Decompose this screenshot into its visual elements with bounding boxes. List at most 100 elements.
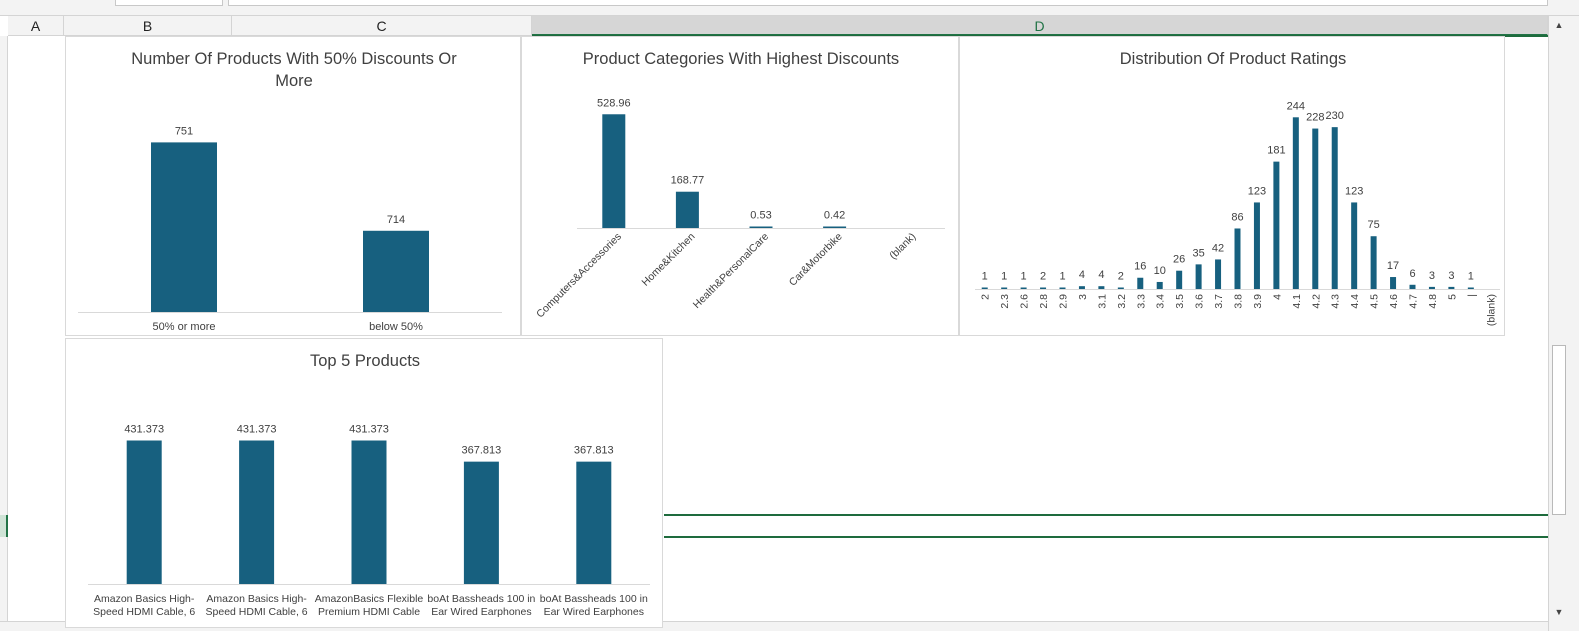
data-label: 244 [1287, 100, 1305, 112]
chart-title: Product Categories With Highest Discount… [582, 50, 900, 68]
chart-plot: 528.96 Computers&Accessories 168.77 Home&Ki… [534, 97, 945, 321]
category-label: 5 [1446, 294, 1458, 300]
data-label: 86 [1231, 211, 1243, 223]
data-label: 0.42 [824, 210, 845, 222]
bar [981, 287, 988, 289]
bar [675, 191, 699, 228]
data-label: 16 [1134, 261, 1146, 273]
column-header-d[interactable]: D [532, 16, 1548, 36]
category-label: 50% or more [153, 321, 216, 333]
chart-title: Top 5 Products [309, 352, 421, 370]
bar [1195, 264, 1202, 289]
chart-plot: 431.373 Amazon Basics High-Speed HDMI Cab… [88, 424, 650, 618]
bar [1448, 286, 1455, 289]
data-label: 714 [387, 214, 405, 226]
category-label: 4.4 [1349, 294, 1361, 309]
bar [1351, 202, 1358, 289]
category-label: 3.8 [1233, 294, 1245, 309]
data-label: 3 [1448, 270, 1454, 282]
category-label: 3.2 [1116, 294, 1128, 309]
category-label: 3.6 [1194, 294, 1206, 309]
data-label: 2 [1118, 271, 1124, 283]
bar [1331, 127, 1338, 289]
category-label: 3.1 [1096, 294, 1108, 309]
chart-top5[interactable]: Top 5 Products 431.373 Amazon Basics High… [65, 338, 663, 628]
formula-input-edge[interactable] [228, 0, 1548, 6]
bar [1292, 117, 1299, 289]
selected-cell-border-lower [664, 536, 1548, 538]
category-label: Computers&Accessories [534, 231, 624, 321]
data-label: 26 [1173, 254, 1185, 266]
row-headers[interactable] [0, 36, 8, 622]
bar [1234, 228, 1241, 289]
category-label: below 50% [369, 321, 423, 333]
bar [1273, 161, 1280, 289]
data-label: 1 [1468, 271, 1474, 283]
category-label: 4.3 [1330, 294, 1342, 309]
chart-ratings[interactable]: Distribution Of Product Ratings 1 2 1 2.3 1 2… [959, 36, 1505, 336]
category-label: 4.7 [1408, 294, 1420, 309]
bar [1253, 202, 1260, 289]
chart-plot: 751 50% or more 714 below 50% [78, 125, 502, 333]
category-label: 3.7 [1213, 294, 1225, 309]
vertical-scrollbar[interactable] [1548, 16, 1579, 631]
bar [1176, 270, 1183, 289]
category-label: 2.8 [1038, 294, 1050, 309]
column-header-a[interactable]: A [8, 16, 64, 36]
scroll-down-arrow-icon[interactable]: ▼ [1554, 607, 1564, 617]
vertical-scroll-thumb[interactable] [1552, 345, 1566, 515]
bar [1409, 284, 1416, 289]
category-label: | [1466, 294, 1478, 297]
data-label: 10 [1154, 265, 1166, 277]
bar [363, 230, 429, 312]
chart-discount-50[interactable]: Number Of Products With 50% Discounts Or… [65, 36, 521, 336]
bar [351, 440, 387, 584]
bar [1059, 287, 1066, 289]
data-label: 6 [1409, 268, 1415, 280]
data-label: 75 [1367, 219, 1379, 231]
data-label: 123 [1248, 185, 1266, 197]
chart-plot: 1212.312.622.812.94343.123.2163.3103.426… [975, 100, 1500, 326]
data-label: 0.53 [750, 210, 771, 222]
horizontal-scrollbar[interactable] [0, 621, 1548, 631]
data-label: 3 [1429, 270, 1435, 282]
chart-title-line-2: More [275, 72, 313, 90]
column-header-b[interactable]: B [64, 16, 232, 36]
bar [151, 142, 217, 312]
chart-title-line-1: Number Of Products With 50% Discounts Or [131, 50, 457, 68]
category-label: 2.6 [1019, 294, 1031, 309]
bar [1467, 287, 1474, 289]
category-label: 3.3 [1135, 294, 1147, 309]
scroll-up-arrow-icon[interactable]: ▲ [1554, 20, 1564, 30]
category-label: 2.3 [999, 294, 1011, 309]
bar [1390, 277, 1397, 289]
category-label: 4.8 [1427, 294, 1439, 309]
data-label: 367.813 [574, 445, 614, 457]
data-label: 35 [1192, 247, 1204, 259]
category-label: 3 [1077, 294, 1089, 300]
chart-title: Number Of Products With 50% Discounts Or… [66, 48, 522, 92]
name-box-edge[interactable] [115, 0, 223, 6]
bar [1215, 259, 1222, 289]
category-label: Home&Kitchen [640, 231, 698, 289]
data-label: 1 [1001, 271, 1007, 283]
data-label: 123 [1345, 185, 1363, 197]
data-label: 751 [175, 125, 193, 137]
data-label: 2 [1040, 271, 1046, 283]
category-label: 4.2 [1310, 294, 1322, 309]
column-header-c[interactable]: C [232, 16, 532, 36]
chart-title: Distribution Of Product Ratings [1119, 50, 1347, 68]
data-label: 181 [1267, 145, 1285, 157]
bar [1098, 286, 1105, 289]
bar [239, 440, 275, 584]
data-label: 1 [1021, 271, 1027, 283]
category-label: 2 [980, 294, 992, 300]
bar [1020, 287, 1027, 289]
category-label: (blank) [1485, 294, 1497, 326]
category-label: Amazon Basics High-Speed HDMI Cable, 6 [206, 593, 308, 618]
chart-categories[interactable]: Product Categories With Highest Discount… [521, 36, 959, 336]
bar [1117, 287, 1124, 289]
bar [823, 226, 847, 228]
bar [1370, 236, 1377, 289]
